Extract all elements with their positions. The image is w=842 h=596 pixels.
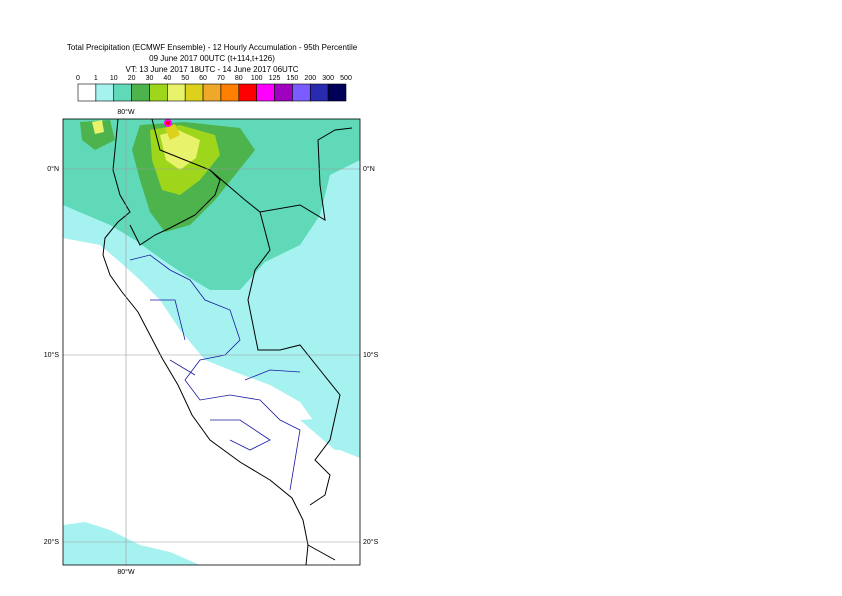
legend-label: 150 [287,75,299,82]
legend-label: 125 [269,75,281,82]
legend-label: 10 [110,75,118,82]
lon-label: 80°W [117,568,135,576]
legend-label: 500 [340,75,352,82]
precip-50 [165,124,180,140]
map-frame [62,118,361,566]
lat-label: 0°N [47,165,59,173]
legend-swatch [202,83,222,102]
legend-swatch [131,83,150,102]
legend-label: 50 [181,75,189,82]
lat-label: 20°S [363,538,379,546]
legend-label: 40 [163,75,171,82]
country-border [129,119,353,561]
legend-swatch [256,83,275,102]
legend-label: 60 [199,75,207,82]
precip-20 [80,120,115,150]
legend-swatch [149,83,168,102]
valid-time: VT: 13 June 2017 18UTC - 14 June 2017 06… [126,65,299,74]
legend-swatch [167,83,186,102]
legend-swatch [238,83,257,102]
lat-label: 20°S [44,538,60,546]
lat-label: 10°S [44,351,60,359]
legend-swatch [274,83,293,102]
legend-swatch [220,83,240,102]
precip-1 [63,522,200,565]
lon-label: 80°W [117,108,135,116]
lat-label: 0°N [363,165,375,173]
precip-1 [300,418,360,450]
legend-swatch [113,83,132,102]
precip-40 [92,120,104,134]
admin-border [129,254,301,491]
legend-swatch [184,83,204,102]
legend-swatch [327,83,347,102]
legend-swatch [77,83,97,102]
legend-label: 80 [235,75,243,82]
legend-label: 0 [76,75,80,82]
legend: 0 1 10 20 30 40 50 60 70 80 100 125 150 200 300 500 [76,75,352,102]
legend-swatch [95,83,115,102]
legend-swatch [309,83,329,102]
legend-label: 200 [304,75,316,82]
legend-label: 30 [146,75,154,82]
title: Total Precipitation (ECMWF Ensemble) - 1… [67,43,358,52]
legend-label: 1 [94,75,98,82]
subtitle: 09 June 2017 00UTC (t+114,t+126) [149,54,275,63]
legend-swatch [292,83,311,102]
legend-label: 20 [128,75,136,82]
lat-label: 10°S [363,351,379,359]
map [63,119,360,565]
legend-label: 100 [251,75,263,82]
legend-label: 70 [217,75,225,82]
precip-80 [166,121,170,125]
coastline [102,119,309,565]
legend-label: 300 [322,75,334,82]
